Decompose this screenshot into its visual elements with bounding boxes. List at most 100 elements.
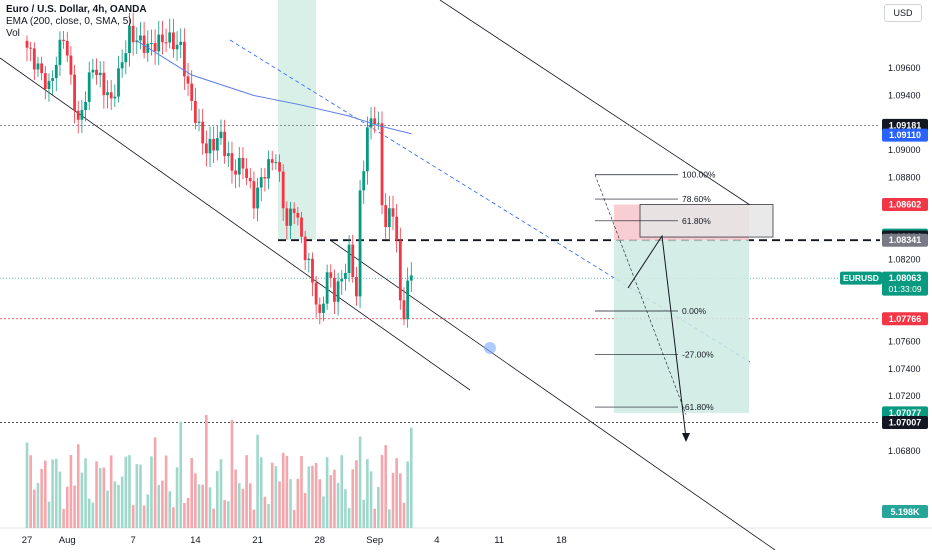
- candle-body: [248, 177, 252, 182]
- volume-bar: [168, 491, 172, 528]
- volume-bar: [329, 475, 333, 528]
- fib-level-label: 0.00%: [682, 306, 707, 316]
- candle-body: [307, 258, 311, 261]
- candle-body: [76, 110, 80, 120]
- volume-bar: [292, 509, 296, 528]
- candle-body: [223, 131, 227, 157]
- candle-body: [226, 153, 230, 157]
- candle-body: [355, 277, 358, 297]
- volume-bar: [369, 471, 373, 528]
- candle-body: [190, 83, 194, 101]
- fib-level-label: 61.80%: [682, 216, 711, 226]
- volume-bar: [216, 470, 219, 528]
- candle-body: [146, 43, 150, 53]
- volume-bar: [333, 469, 336, 528]
- candle-body: [362, 171, 366, 191]
- candle-body: [215, 138, 219, 151]
- currency-button[interactable]: USD: [884, 4, 922, 22]
- volume-bar: [194, 473, 197, 528]
- volume-bar: [252, 509, 256, 528]
- candle-body: [208, 138, 212, 154]
- candle-body: [164, 42, 168, 44]
- candle-body: [179, 41, 183, 45]
- volume-bar: [270, 462, 274, 528]
- volume-bar: [318, 479, 322, 528]
- candle-body: [245, 168, 248, 178]
- volume-bar: [87, 498, 91, 528]
- take-profit-zone[interactable]: [614, 240, 749, 413]
- symbol-tag: [840, 271, 882, 285]
- candle-body: [395, 216, 399, 241]
- volume-bar: [395, 458, 398, 528]
- candle-body: [347, 244, 351, 274]
- volume-tag-label: 5.198K: [890, 507, 920, 517]
- candle-body: [98, 72, 102, 76]
- legend-volume: Vol: [6, 28, 20, 39]
- y-tick-label: 1.07600: [888, 336, 921, 346]
- volume-bar: [303, 493, 307, 528]
- candle-body: [80, 110, 84, 120]
- volume-bar: [197, 484, 201, 528]
- volume-bar: [73, 485, 76, 528]
- volume-bar: [29, 455, 32, 528]
- volume-bar: [245, 455, 248, 528]
- volume-bar: [406, 461, 409, 528]
- volume-bar: [237, 483, 241, 528]
- candle-body: [292, 208, 296, 213]
- volume-bar: [307, 466, 311, 528]
- candle-body: [109, 92, 113, 99]
- volume-bar: [399, 473, 402, 528]
- candle-body: [303, 236, 307, 261]
- volume-bar: [25, 442, 29, 528]
- volume-bar: [223, 500, 226, 528]
- volume-bar: [40, 468, 43, 528]
- candle-body: [193, 100, 197, 123]
- fib-level-label: 100.00%: [682, 170, 716, 180]
- volume-bar: [219, 459, 223, 528]
- candle-body: [62, 39, 65, 41]
- price-tag: [882, 415, 928, 429]
- candle-body: [252, 181, 256, 209]
- candle-body: [40, 63, 44, 74]
- fib-level-label: -27.00%: [682, 350, 714, 360]
- volume-bar: [44, 460, 47, 528]
- candle-body: [267, 159, 270, 179]
- price-tag: [882, 128, 928, 142]
- candle-body: [47, 80, 51, 90]
- volume-bar: [380, 455, 384, 528]
- volume-bar: [274, 466, 278, 528]
- candle-body: [69, 55, 73, 75]
- volume-bar: [131, 505, 135, 528]
- candle-body: [333, 277, 336, 302]
- candle-body: [289, 208, 292, 226]
- volume-bar: [102, 467, 106, 528]
- candle-body: [256, 187, 259, 209]
- volume-bar: [142, 505, 146, 528]
- x-tick-label: 28: [315, 535, 326, 546]
- volume-bar: [388, 509, 391, 528]
- volume-bar: [157, 484, 161, 528]
- chart-legend: Euro / U.S. Dollar, 4h, OANDA EMA (200, …: [6, 4, 147, 40]
- candle-body: [325, 272, 329, 304]
- candle-body: [278, 162, 281, 172]
- volume-bar: [296, 478, 300, 528]
- candle-body: [296, 212, 300, 218]
- y-tick-label: 1.09400: [888, 90, 921, 100]
- candle-body: [29, 47, 33, 49]
- candle-body: [139, 35, 142, 41]
- price-tag: [882, 198, 928, 212]
- price-tag-label: 1.08341: [889, 235, 922, 245]
- candle-body: [409, 275, 413, 281]
- price-tag-label: 1.08602: [889, 200, 922, 210]
- candle-body: [124, 53, 128, 63]
- candle-body: [263, 177, 267, 179]
- candle-body: [201, 121, 205, 144]
- candle-body: [36, 63, 40, 70]
- volume-bar: [51, 459, 54, 528]
- legend-ema: EMA (200, close, 0, SMA, 5): [6, 16, 132, 27]
- candle-body: [58, 39, 62, 65]
- volume-bar: [33, 489, 36, 528]
- volume-bar: [98, 467, 102, 528]
